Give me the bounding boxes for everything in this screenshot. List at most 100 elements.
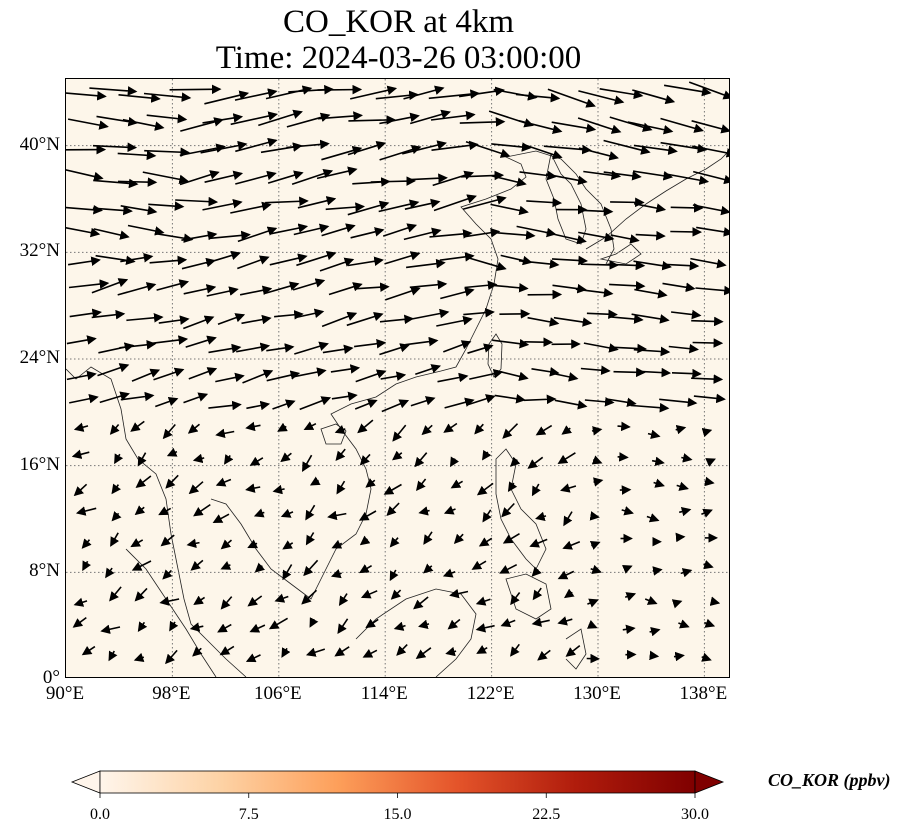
wind-vector xyxy=(357,419,374,434)
wind-vector xyxy=(319,257,355,272)
wind-vector xyxy=(502,423,519,439)
wind-vector xyxy=(321,223,356,237)
wind-vector xyxy=(303,559,319,577)
wind-vector xyxy=(460,170,505,181)
wind-vector xyxy=(354,282,390,292)
wind-vector xyxy=(179,143,226,157)
wind-vector xyxy=(606,397,637,408)
wind-vector xyxy=(127,224,165,236)
wind-vector xyxy=(383,483,402,495)
wind-vector xyxy=(316,166,358,180)
wind-vector xyxy=(404,198,441,210)
wind-vector xyxy=(133,652,145,662)
wind-vector xyxy=(380,371,407,381)
wind-vector xyxy=(565,644,581,657)
wind-vector xyxy=(185,335,217,348)
wind-vector xyxy=(414,452,428,468)
wind-vector xyxy=(410,308,450,320)
wind-vector xyxy=(589,540,601,550)
wind-vector xyxy=(224,454,234,465)
wind-vector xyxy=(535,424,553,436)
wind-vector xyxy=(245,653,261,663)
sulawesi-coastline xyxy=(565,628,587,670)
wind-vector xyxy=(467,343,494,354)
wind-vector xyxy=(108,650,118,662)
wind-vector xyxy=(286,112,331,128)
wind-vector xyxy=(245,421,261,432)
wind-vector xyxy=(701,508,713,518)
wind-vector xyxy=(458,86,505,98)
wind-vector xyxy=(69,308,102,319)
wind-vector xyxy=(73,483,88,497)
wind-vector xyxy=(462,195,507,210)
wind-vector xyxy=(430,110,476,121)
wind-vector xyxy=(467,394,496,406)
wind-vector xyxy=(362,648,378,658)
wind-vector xyxy=(609,280,646,291)
colorbar-title: CO_KOR (ppbv) xyxy=(768,770,891,790)
wind-vector xyxy=(253,508,265,518)
wind-vector xyxy=(66,226,101,238)
wind-vector xyxy=(613,367,646,378)
wind-vector xyxy=(331,391,358,402)
wind-vector xyxy=(693,393,726,404)
wind-vector xyxy=(130,538,144,548)
wind-vector xyxy=(547,88,596,108)
wind-vector xyxy=(519,170,557,181)
wind-vector xyxy=(118,93,161,103)
wind-vector xyxy=(634,288,668,299)
wind-vector xyxy=(274,309,304,320)
wind-vector xyxy=(379,343,410,356)
wind-vector xyxy=(621,564,633,574)
wind-vector xyxy=(192,646,203,657)
colorbar-tick-label: 0.0 xyxy=(90,806,110,823)
wind-vector xyxy=(632,170,674,181)
wind-vector xyxy=(73,422,89,432)
wind-vector xyxy=(704,476,715,487)
map-title: CO_KOR at 4km xyxy=(283,4,514,40)
wind-vector xyxy=(355,369,387,383)
wind-vector xyxy=(610,234,640,244)
wind-vector xyxy=(591,426,603,436)
colorbar-lower-extend xyxy=(70,770,101,794)
wind-vector xyxy=(156,233,194,243)
wind-vector xyxy=(149,255,188,266)
wind-vector xyxy=(193,503,211,517)
wind-vector xyxy=(580,365,611,376)
wind-vector xyxy=(482,509,492,523)
wind-vector xyxy=(93,178,139,189)
colorbar-tick-label: 30.0 xyxy=(681,806,709,823)
wind-vector xyxy=(475,596,491,606)
wind-vector xyxy=(92,142,138,153)
wind-vector xyxy=(158,506,172,516)
wind-vector xyxy=(249,456,264,466)
wind-vector xyxy=(563,588,575,599)
wind-vector xyxy=(267,170,304,184)
wind-vector xyxy=(220,539,233,550)
wind-vector xyxy=(523,394,557,405)
wind-vector xyxy=(81,538,92,549)
wind-vector xyxy=(651,456,665,467)
wind-vector xyxy=(610,197,645,208)
wind-vector xyxy=(410,173,448,183)
wind-vector xyxy=(111,483,121,495)
wind-vector xyxy=(409,109,451,125)
wind-vector xyxy=(81,645,96,656)
wind-vector xyxy=(162,423,176,440)
map-panel xyxy=(65,78,730,678)
wind-vector xyxy=(379,314,414,325)
wind-vector xyxy=(578,231,615,243)
wind-vector xyxy=(331,539,343,549)
wind-vector xyxy=(497,230,536,240)
wind-vector xyxy=(635,230,666,241)
wind-vector xyxy=(337,618,349,635)
wind-vector xyxy=(647,429,661,440)
wind-vector xyxy=(607,260,646,271)
wind-vector xyxy=(134,587,148,602)
wind-vector xyxy=(336,480,346,495)
wind-vector xyxy=(280,508,294,518)
coastlines xyxy=(66,150,729,677)
wind-vector xyxy=(591,455,603,465)
lat-tick-label: 16°N xyxy=(19,453,60,475)
wind-vector xyxy=(119,340,157,350)
